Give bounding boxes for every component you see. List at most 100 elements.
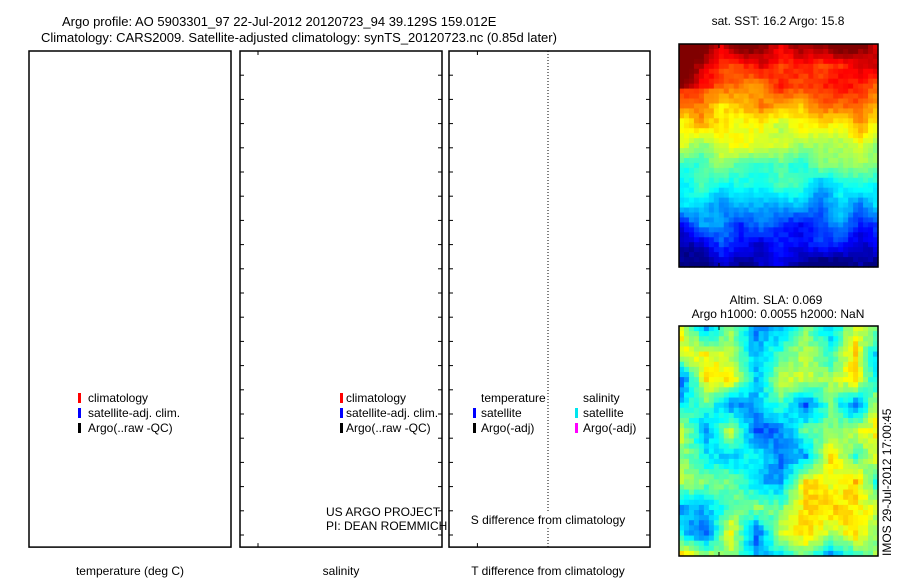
sst-map-cell <box>858 157 864 164</box>
sla-map-cell <box>863 494 869 501</box>
sla-map-cell <box>743 484 750 491</box>
sst-map-cell <box>868 133 874 139</box>
sst-map-cell <box>738 222 745 228</box>
sla-map-cell <box>828 331 834 337</box>
sla-map-cell <box>813 494 819 501</box>
sst-map-cell <box>788 252 795 258</box>
sst-map-cell <box>728 237 735 243</box>
sla-map-cell <box>853 510 859 516</box>
sst-map-cell <box>818 192 824 199</box>
sst-map-cell <box>748 262 755 268</box>
sla-map-cell <box>738 326 745 332</box>
sla-map-cell <box>843 392 849 399</box>
sla-map-cell <box>679 418 685 424</box>
sla-map-cell <box>833 331 839 337</box>
sst-map-cell <box>813 133 819 139</box>
sla-map-cell <box>679 515 685 521</box>
sla-map-cell <box>753 530 760 537</box>
sla-map-cell <box>733 525 740 532</box>
sst-map-cell <box>803 123 809 129</box>
sst-map-cell <box>773 98 780 105</box>
sla-map-cell <box>679 377 685 383</box>
sst-map-cell <box>868 98 874 105</box>
sst-map-cell <box>753 73 760 80</box>
sst-map-cell <box>723 44 730 50</box>
sst-map-cell <box>838 113 844 119</box>
sla-map-cell <box>803 331 809 337</box>
sst-map-cell <box>863 148 869 154</box>
sla-map-cell <box>873 479 879 486</box>
sst-map-cell <box>848 123 854 129</box>
sla-map-cell <box>813 361 819 368</box>
sst-map-cell <box>743 252 750 258</box>
sla-map-cell <box>688 412 695 419</box>
sla-map-cell <box>698 366 705 373</box>
sla-map-cell <box>703 341 710 348</box>
sla-map-cell <box>679 326 685 332</box>
sla-map-cell <box>868 525 874 532</box>
sla-map-cell <box>723 510 730 516</box>
sla-map-cell <box>848 377 854 383</box>
sst-map-cell <box>848 78 854 85</box>
sst-map-cell <box>858 93 864 100</box>
sst-map-cell <box>693 78 700 85</box>
sst-map-cell <box>718 143 725 149</box>
sla-map-cell <box>868 418 874 424</box>
sla-map-grid <box>679 326 879 557</box>
sla-map-cell <box>738 407 745 414</box>
sst-map-cell <box>733 138 740 144</box>
sla-map-cell <box>679 331 685 337</box>
sst-map-cell <box>808 172 814 179</box>
sla-map-cell <box>853 469 859 475</box>
sla-map-cell <box>868 387 874 394</box>
sla-map-cell <box>788 484 795 491</box>
sst-map-cell <box>703 167 710 174</box>
sst-map-cell <box>728 63 735 70</box>
sst-map-cell <box>758 192 765 199</box>
sla-map-cell <box>758 433 765 440</box>
sst-map-cell <box>808 247 814 253</box>
sst-map-cell <box>873 153 879 159</box>
sla-map-cell <box>768 433 775 440</box>
sst-map-cell <box>828 182 834 189</box>
sla-map-cell <box>853 392 859 399</box>
sst-map-cell <box>758 257 765 263</box>
sst-map-cell <box>718 68 725 75</box>
sla-map-cell <box>868 458 874 465</box>
sst-map-cell <box>823 192 829 199</box>
sla-map-cell <box>828 397 834 404</box>
sst-map-cell <box>813 222 819 228</box>
sla-map-cell <box>788 540 795 547</box>
sla-map-cell <box>863 545 869 552</box>
sla-map-cell <box>698 428 705 434</box>
sst-map-cell <box>778 44 785 50</box>
sla-map-cell <box>853 433 859 440</box>
sst-map-cell <box>818 108 824 114</box>
sst-map-cell <box>793 113 799 119</box>
sst-map-cell <box>743 138 750 144</box>
sst-map-cell <box>858 63 864 70</box>
sla-map-cell <box>823 458 829 465</box>
sst-map-cell <box>708 162 715 169</box>
sla-map-cell <box>703 535 710 542</box>
sst-map-cell <box>703 118 710 124</box>
sst-map-cell <box>753 103 760 110</box>
sst-map-cell <box>728 143 735 149</box>
sst-map-cell <box>698 123 705 129</box>
sla-map-cell <box>768 515 775 521</box>
sst-map-cell <box>728 172 735 179</box>
sst-map-cell <box>773 212 780 219</box>
sla-map-cell <box>698 331 705 337</box>
sst-map-cell <box>743 197 750 204</box>
sla-map-cell <box>718 372 725 378</box>
sst-map-cell <box>778 128 785 134</box>
sla-map-cell <box>793 494 799 501</box>
sst-map-cell <box>808 222 814 228</box>
sst-map-cell <box>693 44 700 50</box>
sla-map-cell <box>733 397 740 404</box>
sla-map-cell <box>833 550 839 557</box>
sla-map-cell <box>743 504 750 511</box>
sla-map-cell <box>768 356 775 363</box>
sst-map-cell <box>683 212 690 219</box>
sst-map-cell <box>813 242 819 248</box>
